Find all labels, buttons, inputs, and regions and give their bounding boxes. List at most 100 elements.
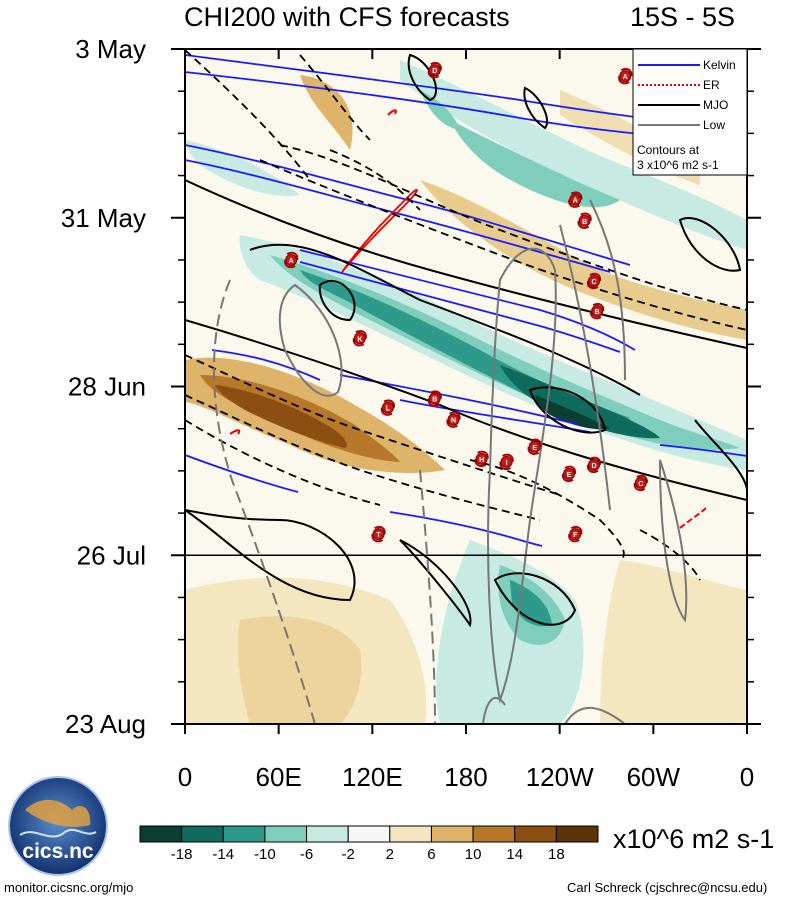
- storm-swirl: [592, 302, 605, 312]
- x-tick-label: 120E: [342, 762, 403, 792]
- storm-marker: F: [568, 525, 583, 543]
- x-tick-label: 60W: [627, 762, 681, 792]
- storm-marker: B: [427, 390, 442, 407]
- storm-letter: B: [582, 219, 587, 226]
- low-contour: [212, 279, 316, 724]
- storm-swirl: [570, 191, 583, 200]
- storm-dot: [428, 64, 441, 77]
- mjo-neg-contour: [259, 159, 747, 331]
- colorbar-swatch: [389, 825, 432, 843]
- storm-dot: [634, 476, 647, 489]
- storm-dot: [528, 440, 541, 453]
- storm-swirl: [430, 390, 442, 399]
- colorbar-swatch: [347, 825, 391, 843]
- legend-note-1: Contours at: [637, 143, 700, 157]
- storm-marker: E: [561, 465, 577, 483]
- storm-swirl: [371, 533, 384, 543]
- logo-text: cics.nc: [22, 840, 94, 863]
- storm-dot: [588, 458, 601, 471]
- x-tick-label: 60E: [256, 762, 302, 792]
- storm-swirl: [355, 330, 367, 339]
- storm-letter: D: [591, 463, 596, 470]
- legend-label: Kelvin: [703, 58, 736, 72]
- storm-dot: [588, 275, 601, 288]
- legend-label: MJO: [703, 98, 728, 112]
- storm-swirl: [589, 272, 602, 282]
- storm-dot: [500, 455, 513, 468]
- mjo-contour: [694, 419, 747, 491]
- storm-letter: C: [638, 481, 643, 488]
- storm-marker: A: [568, 191, 583, 208]
- storm-letter: D: [432, 68, 437, 75]
- colorbar-swatch: [472, 825, 516, 843]
- storm-marker: N: [446, 411, 461, 428]
- storm-letter: B: [432, 397, 437, 404]
- colorbar-swatch: [139, 825, 183, 843]
- storm-dot: [569, 193, 582, 206]
- mjo-neg-contour: [185, 354, 561, 496]
- storm-marker: L: [380, 399, 396, 416]
- storm-marker: B: [577, 212, 592, 229]
- storm-letter: E: [532, 445, 537, 452]
- storm-swirl: [383, 399, 396, 408]
- mjo-neg-contour: [185, 419, 381, 506]
- er-contour: [679, 507, 707, 529]
- storm-letter: N: [451, 418, 456, 425]
- x-tick-label: 0: [740, 762, 754, 792]
- mjo-neg-contour: [279, 144, 747, 311]
- storm-swirl: [568, 533, 580, 543]
- storm-swirl: [590, 311, 602, 320]
- y-tick-label: 3 May: [75, 34, 146, 64]
- storm-swirl: [286, 251, 299, 261]
- colorbar-swatch: [222, 825, 266, 843]
- latitude-band: 15S - 5S: [630, 2, 736, 32]
- storm-letter: I: [506, 460, 508, 467]
- storm-swirl: [352, 338, 365, 347]
- mjo-neg-contour: [185, 49, 311, 181]
- storm-swirl: [499, 461, 512, 471]
- colorbar-label: -18: [171, 846, 193, 863]
- storm-letter: A: [573, 198, 578, 205]
- storm-swirl: [568, 199, 580, 208]
- storm-swirl: [527, 446, 540, 455]
- x-tick-label: 180: [444, 762, 487, 792]
- storm-dot: [447, 413, 460, 426]
- er-contour: [229, 429, 241, 435]
- storm-letter: E: [567, 472, 572, 479]
- mjo-contour: [399, 539, 472, 628]
- colorbar-label: 2: [386, 846, 394, 863]
- storm-swirl: [446, 419, 458, 428]
- y-tick-label: 26 Jul: [77, 540, 146, 570]
- storm-dot: [591, 305, 604, 318]
- legend-note-2: 3 x10^6 m2 s-1: [637, 158, 719, 172]
- mjo-contour: [249, 243, 641, 396]
- colorbar-label: 6: [427, 846, 435, 863]
- storm-swirl: [449, 411, 461, 420]
- legend-label: ER: [703, 78, 720, 92]
- storm-swirl: [633, 482, 646, 492]
- storm-marker: T: [371, 525, 386, 543]
- storm-swirl: [474, 458, 487, 467]
- mjo-neg-contour: [299, 54, 371, 141]
- mjo-neg-contour: [329, 149, 421, 211]
- storm-letter: L: [386, 406, 391, 413]
- storm-marker: K: [352, 330, 367, 347]
- mjo-contour: [407, 53, 437, 102]
- mjo-contour: [493, 572, 577, 626]
- low-contour: [659, 459, 688, 623]
- storm-swirl: [502, 453, 514, 462]
- mjo-neg-contour: [639, 529, 701, 581]
- er-contour: [341, 188, 418, 273]
- kelvin-contour: [185, 454, 299, 493]
- colorbar-swatch: [430, 825, 474, 843]
- kelvin-contour: [299, 261, 621, 353]
- storm-dot: [381, 401, 394, 414]
- low-contour: [589, 199, 626, 381]
- colorbar-label: 14: [506, 846, 523, 863]
- y-axis-labels: 3 May 31 May 28 Jun 26 Jul 23 Aug: [61, 34, 146, 739]
- kelvin-contour: [185, 144, 631, 266]
- units-label: x10^6 m2 s-1: [613, 824, 775, 854]
- legend: Kelvin ER MJO Low Contours at 3 x10^6 m2 s-…: [632, 48, 748, 176]
- mjo-neg-contour: [469, 459, 625, 561]
